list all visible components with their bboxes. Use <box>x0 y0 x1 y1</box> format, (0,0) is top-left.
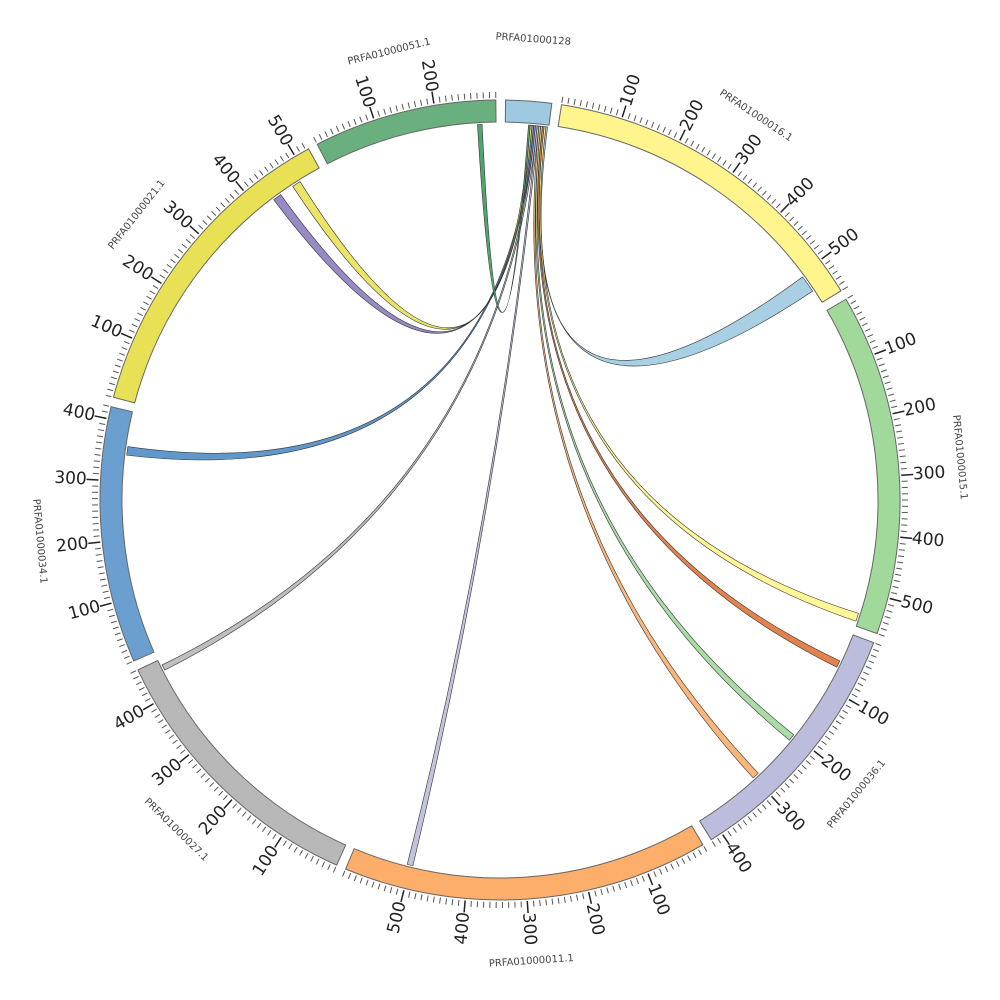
segments: PRFA01000128100200300400500PRFA01000016.… <box>30 31 969 969</box>
major-tick <box>647 873 654 886</box>
tick-label: 400 <box>721 839 756 877</box>
minor-ticks <box>711 642 882 847</box>
segment <box>99 406 155 662</box>
tick-label: 200 <box>582 901 609 937</box>
tick-label: 100 <box>249 842 283 880</box>
minor-ticks <box>91 404 133 665</box>
link <box>535 125 795 741</box>
major-tick <box>189 225 200 235</box>
segment <box>137 659 347 866</box>
segment-name: PRFA01000034.1 <box>30 498 49 584</box>
major-tick <box>431 91 435 104</box>
segment <box>504 99 553 126</box>
link <box>406 125 540 867</box>
major-tick <box>771 795 781 806</box>
link <box>126 125 536 461</box>
tick-label: 500 <box>263 112 297 150</box>
tick-label: 200 <box>902 394 938 421</box>
link <box>292 124 533 330</box>
tick-label: 300 <box>732 131 767 169</box>
tick-label: 400 <box>61 400 97 426</box>
segment <box>112 148 320 404</box>
tick-label: 200 <box>676 96 708 134</box>
tick-label: 300 <box>912 462 946 484</box>
major-tick <box>94 415 107 420</box>
link <box>161 125 538 671</box>
major-tick <box>892 410 905 415</box>
tick-label: 100 <box>88 311 126 342</box>
tick-label: 400 <box>110 701 148 735</box>
major-tick <box>901 473 914 476</box>
segment-name: PRFA01000011.1 <box>489 953 575 970</box>
major-tick <box>621 105 627 118</box>
major-tick <box>99 602 112 607</box>
tick-label: 100 <box>882 329 919 359</box>
major-tick <box>120 332 133 339</box>
major-tick <box>287 144 295 156</box>
tick-label: 500 <box>825 224 863 259</box>
tick-label: 400 <box>207 150 243 188</box>
segment-name: PRFA01000128 <box>495 31 571 47</box>
major-tick <box>400 890 405 903</box>
major-tick <box>142 703 154 711</box>
tick-label: 200 <box>817 750 855 786</box>
major-tick <box>813 750 824 760</box>
link <box>537 126 841 668</box>
segment-name: PRFA01000021.1 <box>106 178 167 252</box>
major-tick <box>274 836 282 848</box>
links <box>126 124 859 867</box>
major-tick <box>732 162 741 173</box>
tick-label: 100 <box>66 597 102 625</box>
major-tick <box>587 891 593 904</box>
tick-label: 200 <box>417 58 442 93</box>
tick-label: 200 <box>119 251 157 285</box>
major-tick <box>679 129 686 141</box>
major-tick <box>780 203 790 213</box>
major-tick <box>86 478 99 481</box>
link <box>538 126 859 622</box>
major-tick <box>235 180 244 192</box>
minor-ticks <box>105 143 306 398</box>
major-tick <box>821 251 832 260</box>
link <box>477 124 531 313</box>
link <box>533 125 759 779</box>
major-tick <box>722 834 731 846</box>
segment <box>344 825 704 901</box>
major-tick <box>526 901 529 914</box>
tick-label: 300 <box>54 468 87 490</box>
tick-label: 100 <box>350 73 379 110</box>
tick-label: 300 <box>148 754 186 790</box>
tick-label: 400 <box>451 911 474 945</box>
major-tick <box>150 276 162 284</box>
major-tick <box>88 541 101 545</box>
segment <box>826 298 901 635</box>
tick-label: 100 <box>854 697 892 730</box>
segment <box>316 99 497 165</box>
major-tick <box>900 536 913 540</box>
major-tick <box>848 698 860 707</box>
segment <box>698 634 875 841</box>
tick-label: 100 <box>616 72 645 109</box>
major-tick <box>179 754 190 763</box>
segment <box>557 104 842 304</box>
major-tick <box>369 106 375 119</box>
tick-label: 300 <box>518 912 540 946</box>
segment-name: PRFA01000015.1 <box>950 414 969 500</box>
major-tick <box>874 349 887 355</box>
tick-label: 400 <box>911 528 945 551</box>
major-tick <box>223 799 233 810</box>
tick-label: 300 <box>159 197 197 233</box>
major-tick <box>463 900 466 913</box>
tick-label: 500 <box>384 899 411 935</box>
tick-label: 500 <box>899 592 935 619</box>
major-tick <box>889 597 902 603</box>
tick-label: 200 <box>55 533 89 556</box>
tick-label: 200 <box>195 802 232 840</box>
tick-label: 100 <box>643 881 674 919</box>
